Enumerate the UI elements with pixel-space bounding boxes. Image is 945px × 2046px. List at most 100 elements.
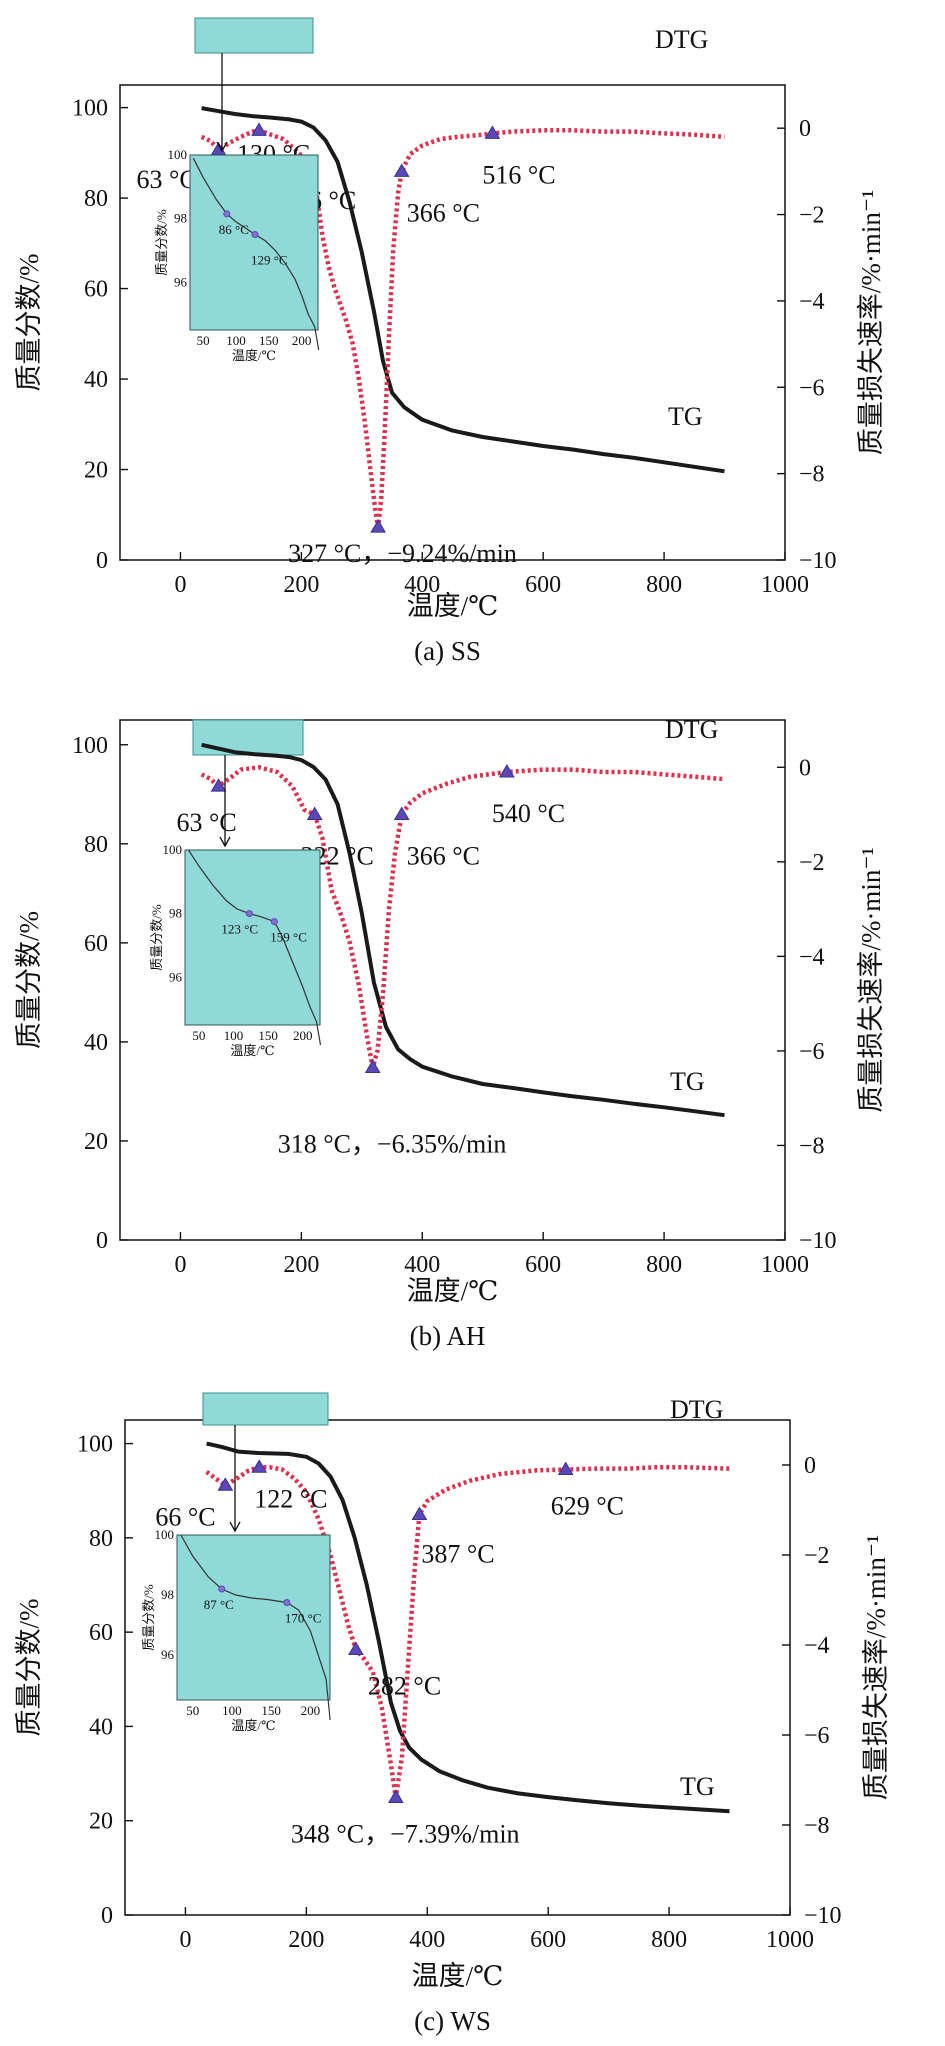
y-right-tick-label: −10 — [804, 1903, 842, 1929]
y-right-tick-label: −10 — [799, 548, 837, 574]
y-right-tick-label: −8 — [804, 1813, 830, 1839]
inset-point-label: 170 °C — [285, 1611, 322, 1626]
dtg-curve — [200, 128, 725, 530]
inset-point — [283, 1599, 291, 1606]
x-tick-label: 400 — [409, 1927, 445, 1953]
x-tick-label: 0 — [179, 1927, 191, 1953]
y-right-tick-label: −4 — [804, 1633, 830, 1659]
inset-tg-curve — [180, 1534, 331, 1721]
y-left-tick-label: 20 — [84, 1129, 108, 1155]
peak-marker — [251, 122, 267, 136]
x-tick-label: 400 — [404, 1252, 440, 1278]
x-tick-label: 600 — [525, 572, 561, 598]
y-left-tick-label: 40 — [84, 1030, 108, 1056]
inset-x-tick-label: 100 — [226, 333, 246, 348]
inset-point — [218, 1585, 226, 1593]
inset-y-tick-label: 98 — [161, 1587, 174, 1602]
y-right-tick-label: 0 — [804, 1453, 816, 1479]
zoom-arrow-head — [219, 836, 231, 848]
x-tick-label: 1000 — [761, 572, 809, 598]
plot-frame — [119, 719, 786, 1241]
inset-point — [223, 210, 231, 218]
tg-series-label: TG — [680, 1772, 715, 1801]
inset-tg-curve — [192, 157, 320, 351]
y-right-tick-label: −4 — [799, 944, 825, 970]
inset-y-tick-label: 96 — [161, 1647, 175, 1662]
y-right-tick-label: 0 — [799, 116, 811, 142]
tg-curve — [206, 1441, 730, 1814]
y-right-tick-label: −10 — [799, 1228, 837, 1254]
inset-x-tick-label: 200 — [292, 333, 312, 348]
peak-label: 366 °C — [407, 842, 480, 871]
y-right-axis-title: 质量损失速率/%·min⁻¹ — [856, 847, 886, 1112]
inset-x-tick-label: 50 — [186, 1703, 199, 1718]
inset-panel — [184, 849, 321, 1026]
panel-caption: (b) AH — [410, 1321, 486, 1351]
peak-label: 282 °C — [368, 1672, 441, 1701]
zoom-highlight-box — [202, 1392, 329, 1426]
inset-x-tick-label: 150 — [261, 1703, 281, 1718]
x-axis-title: 温度/℃ — [412, 1961, 504, 1991]
peak-marker — [251, 1459, 268, 1473]
y-left-tick-label: 40 — [84, 367, 108, 393]
x-axis-title: 温度/℃ — [407, 591, 499, 621]
inset-y-tick-label: 98 — [174, 211, 187, 226]
peak-label: 327 °C，−9.24%/min — [288, 539, 517, 568]
peak-label: 516 °C — [482, 160, 555, 189]
dtg-curve — [200, 765, 725, 1070]
y-left-tick-label: 60 — [84, 277, 108, 303]
peak-marker — [557, 1461, 574, 1475]
peak-label: 629 °C — [551, 1492, 624, 1521]
peak-label: 387 °C — [421, 1540, 494, 1569]
peak-marker — [484, 125, 501, 139]
y-left-tick-label: 80 — [89, 1526, 113, 1552]
peak-marker — [411, 1506, 428, 1520]
y-left-tick-label: 20 — [89, 1809, 113, 1835]
y-right-tick-label: 0 — [799, 755, 811, 781]
peak-marker — [370, 519, 387, 533]
peak-marker — [387, 1789, 404, 1804]
inset-x-title: 温度/℃ — [231, 1718, 275, 1733]
x-tick-label: 200 — [283, 572, 319, 598]
y-right-tick-label: −6 — [804, 1723, 830, 1749]
dtg-series-label: DTG — [665, 715, 718, 744]
inset-x-tick-label: 200 — [293, 1028, 313, 1043]
y-right-axis-title: 质量损失速率/%·min⁻¹ — [856, 190, 886, 455]
dtg-series-label: DTG — [655, 25, 708, 54]
zoom-arrow-head — [216, 141, 228, 153]
x-tick-label: 200 — [288, 1927, 324, 1953]
peak-label: 122 °C — [254, 1484, 327, 1513]
y-right-tick-label: −8 — [799, 462, 825, 488]
y-left-tick-label: 80 — [84, 832, 108, 858]
tg-curve — [201, 742, 725, 1118]
peak-marker — [306, 806, 323, 821]
y-right-tick-label: −6 — [799, 375, 825, 401]
x-tick-label: 1000 — [766, 1927, 814, 1953]
x-tick-label: 200 — [283, 1252, 319, 1278]
peak-marker — [210, 778, 227, 792]
inset-x-tick-label: 50 — [192, 1028, 205, 1043]
y-right-tick-label: −4 — [799, 289, 825, 315]
x-tick-label: 1000 — [761, 1252, 809, 1278]
peak-label: 540 °C — [492, 799, 565, 828]
y-right-tick-label: −2 — [804, 1543, 830, 1569]
y-left-tick-label: 20 — [84, 458, 108, 484]
y-left-tick-label: 0 — [101, 1903, 113, 1929]
inset-x-tick-label: 200 — [301, 1703, 321, 1718]
y-left-axis-title: 质量分数/% — [14, 911, 44, 1049]
y-right-tick-label: −2 — [799, 850, 825, 876]
peak-label: 66 °C — [155, 1502, 215, 1531]
inset-tg-curve — [187, 849, 322, 1046]
dtg-series-label: DTG — [670, 1395, 723, 1424]
peak-marker — [393, 806, 410, 821]
y-right-tick-label: −8 — [799, 1133, 825, 1159]
y-left-axis-title: 质量分数/% — [14, 1599, 44, 1737]
inset-point — [251, 231, 259, 239]
inset-y-title: 质量分数/% — [141, 1584, 156, 1651]
inset-y-tick-label: 100 — [155, 1527, 175, 1542]
peak-label: 366 °C — [407, 198, 480, 227]
peak-label: 318 °C，−6.35%/min — [278, 1129, 507, 1158]
y-left-tick-label: 60 — [89, 1620, 113, 1646]
tg-curve — [201, 106, 725, 474]
peak-marker — [348, 1641, 364, 1655]
